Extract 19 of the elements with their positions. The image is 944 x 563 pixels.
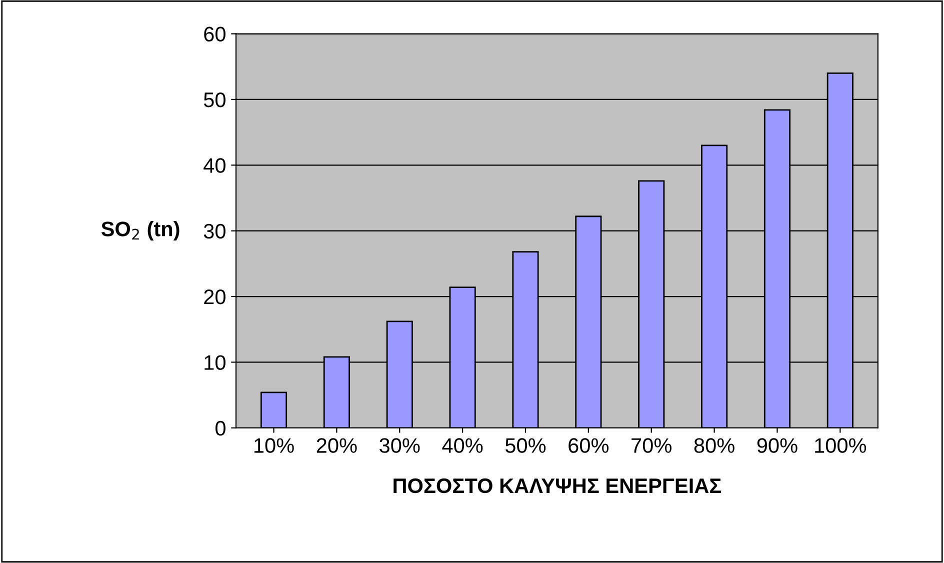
- x-axis-title: ΠΟΣΟΣΤΟ ΚΑΛΥΨΗΣ ΕΝΕΡΓΕΙΑΣ: [394, 478, 722, 494]
- x-tick-label: 10%: [254, 438, 294, 453]
- y-tick-label: 10: [204, 355, 226, 370]
- x-tick-label: 100%: [815, 438, 866, 453]
- x-tick-label: 90%: [757, 438, 798, 453]
- x-tick-label: 30%: [380, 438, 420, 453]
- x-tick-label: 50%: [505, 438, 546, 453]
- x-tick-label: 20%: [316, 438, 357, 453]
- y-axis-title: SO$_{2}$ (tn): [101, 221, 180, 240]
- x-tick-label: 40%: [442, 438, 483, 453]
- y-tick-label: 50: [204, 92, 226, 108]
- x-tick-label: 70%: [632, 438, 672, 453]
- y-tick-label: 0: [216, 420, 226, 436]
- y-tick-label: 40: [204, 158, 226, 173]
- x-tick-label: 60%: [568, 438, 609, 453]
- x-tick-label: 80%: [694, 438, 734, 453]
- y-tick-label: 60: [204, 26, 226, 42]
- y-tick-label: 20: [204, 290, 226, 304]
- y-tick-label: 30: [204, 224, 226, 239]
